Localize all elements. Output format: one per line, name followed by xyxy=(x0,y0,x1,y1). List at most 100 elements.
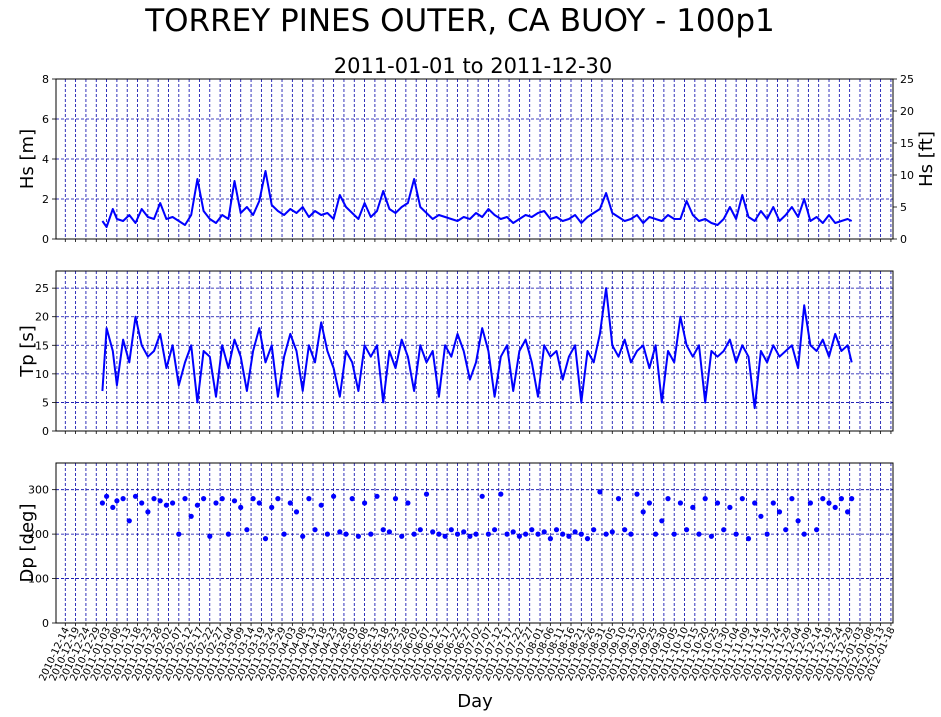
data-point xyxy=(547,536,554,542)
data-point xyxy=(368,531,374,537)
data-point xyxy=(566,533,572,539)
data-point xyxy=(386,529,392,535)
data-point xyxy=(194,502,200,508)
y-tick-label: 0 xyxy=(42,425,49,438)
data-point xyxy=(665,496,671,502)
data-point xyxy=(479,493,485,499)
data-point xyxy=(306,496,312,502)
data-point xyxy=(646,500,653,506)
data-point xyxy=(132,493,139,499)
data-point xyxy=(442,533,448,539)
y-tick-label: 6 xyxy=(42,113,49,126)
data-point xyxy=(355,533,361,539)
data-point xyxy=(120,496,126,502)
y-tick-label: 100 xyxy=(28,573,49,586)
data-point xyxy=(702,496,708,502)
y-tick-label: 8 xyxy=(42,73,49,86)
data-point xyxy=(770,500,776,506)
data-point xyxy=(238,504,244,510)
data-point xyxy=(473,531,479,537)
data-point xyxy=(622,527,628,533)
data-point xyxy=(250,496,256,502)
series-line xyxy=(101,170,853,228)
data-point xyxy=(411,531,417,537)
data-point xyxy=(374,493,380,499)
data-point xyxy=(461,529,467,535)
y-right-tick-label: 15 xyxy=(900,137,914,150)
data-point xyxy=(603,531,609,537)
data-point xyxy=(609,529,615,535)
data-point xyxy=(690,504,696,510)
y-axis-label: Hs [m] xyxy=(17,129,38,189)
data-point xyxy=(188,513,194,519)
y-right-tick-label: 20 xyxy=(900,105,914,118)
data-point xyxy=(615,496,622,502)
data-point xyxy=(838,496,845,502)
data-point xyxy=(516,533,523,539)
data-point xyxy=(405,500,411,506)
y-tick-label: 200 xyxy=(28,528,49,541)
axes-frame xyxy=(55,78,894,240)
data-point xyxy=(845,509,851,515)
data-point xyxy=(721,527,727,533)
data-point xyxy=(752,500,758,506)
data-point xyxy=(201,496,207,502)
dp-panel: 0 100 200 300 Dp [deg] xyxy=(17,462,894,630)
data-point xyxy=(671,531,677,537)
data-point xyxy=(807,500,814,506)
data-point xyxy=(343,531,349,537)
data-point xyxy=(318,502,324,508)
data-point xyxy=(659,518,665,524)
data-point xyxy=(207,533,213,539)
data-point xyxy=(436,531,442,537)
data-point xyxy=(628,531,634,537)
data-point xyxy=(281,531,287,537)
y-axis-label: Dp [deg] xyxy=(17,504,38,583)
data-point xyxy=(126,518,132,524)
y-tick-label: 20 xyxy=(35,311,49,324)
data-point xyxy=(163,502,169,508)
y-tick-label: 2 xyxy=(42,193,49,206)
data-point xyxy=(213,500,219,506)
data-point xyxy=(312,527,318,533)
data-point xyxy=(104,493,110,499)
x-axis-label: Day xyxy=(457,691,493,712)
data-point xyxy=(110,504,116,510)
data-point xyxy=(758,513,764,519)
data-point xyxy=(392,496,399,502)
data-point xyxy=(826,500,832,506)
data-point xyxy=(219,496,225,502)
data-point xyxy=(337,529,343,535)
data-point xyxy=(504,531,510,537)
figure-subtitle: 2011-01-01 to 2011-12-30 xyxy=(334,54,613,78)
data-point xyxy=(380,527,386,533)
data-point xyxy=(560,531,566,537)
data-point xyxy=(262,536,269,542)
data-point xyxy=(510,529,516,535)
data-point xyxy=(795,518,801,524)
data-point xyxy=(640,509,646,515)
data-point xyxy=(776,509,783,515)
data-point xyxy=(849,496,855,502)
data-point xyxy=(745,536,752,542)
data-point xyxy=(170,500,176,506)
data-point xyxy=(145,509,151,515)
y-tick-label: 0 xyxy=(42,617,49,630)
data-point xyxy=(269,504,275,510)
data-point xyxy=(448,527,454,533)
data-point xyxy=(275,496,281,502)
data-point xyxy=(331,493,337,499)
data-point xyxy=(287,500,293,506)
data-point xyxy=(324,531,330,537)
data-point xyxy=(300,533,306,539)
axes-frame xyxy=(55,270,894,432)
hs-panel: 0 2 4 6 8 0 5 10 15 20 25 Hs [ft] Hs [m] xyxy=(17,73,937,246)
y-right-tick-label: 5 xyxy=(900,201,907,214)
data-point xyxy=(677,500,684,506)
y-right-axis-label: Hs [ft] xyxy=(916,131,937,187)
data-point xyxy=(362,500,368,506)
data-point xyxy=(578,531,584,537)
data-point xyxy=(597,489,603,495)
y-tick-label: 15 xyxy=(35,339,49,352)
